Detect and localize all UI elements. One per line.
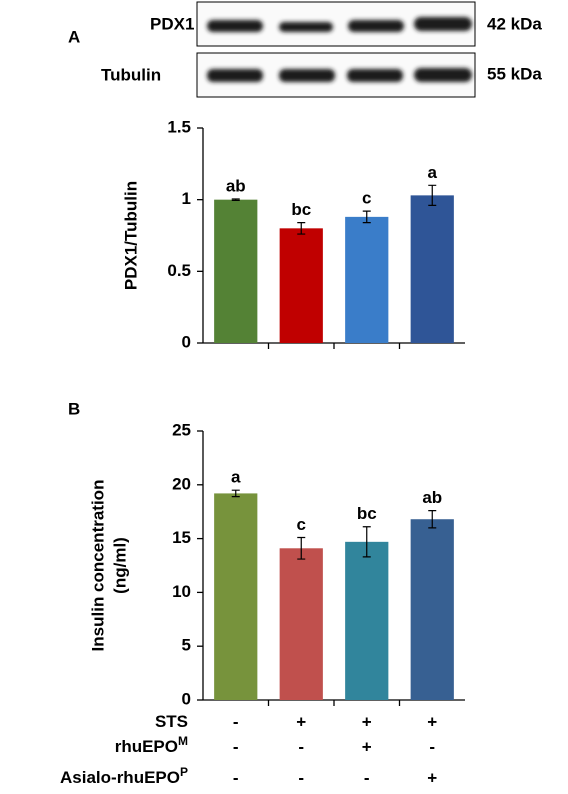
y-tick-label: 10 xyxy=(172,582,191,601)
y-tick-label: 1 xyxy=(182,189,191,208)
bar xyxy=(214,199,258,343)
blot-label: Tubulin xyxy=(101,65,161,84)
bar xyxy=(214,493,258,700)
significance-label: ab xyxy=(422,488,442,507)
condition-name: STS xyxy=(155,712,188,731)
bar xyxy=(279,548,323,700)
condition-mark: - xyxy=(298,768,304,787)
condition-mark: - xyxy=(233,737,239,756)
condition-label: STS xyxy=(155,712,188,731)
blot-size: 42 kDa xyxy=(487,14,542,33)
blot-size: 55 kDa xyxy=(487,64,542,83)
y-axis-label: PDX1/Tubulin xyxy=(121,181,140,290)
condition-mark: + xyxy=(362,712,372,731)
y-tick-label: 0.5 xyxy=(167,261,191,280)
significance-label: ab xyxy=(226,176,246,195)
y-tick-label: 5 xyxy=(182,636,191,655)
bar xyxy=(410,519,454,700)
condition-name: rhuEPO xyxy=(115,737,178,756)
condition-mark: + xyxy=(362,737,372,756)
condition-mark: - xyxy=(233,768,239,787)
condition-name: Asialo-rhuEPO xyxy=(60,768,180,787)
condition-mark: - xyxy=(364,768,370,787)
condition-mark: - xyxy=(298,737,304,756)
panel-label: B xyxy=(68,399,80,418)
bar xyxy=(279,228,323,343)
error-bar xyxy=(231,489,240,498)
condition-mark: + xyxy=(427,768,437,787)
blot-label: PDX1 xyxy=(150,14,194,33)
panel-label: A xyxy=(68,27,80,46)
y-tick-label: 0 xyxy=(182,689,191,708)
error-bar xyxy=(297,222,306,235)
y-axis-label: (ng/ml) xyxy=(110,537,129,594)
error-bar xyxy=(362,210,371,224)
y-tick-label: 25 xyxy=(172,420,191,439)
error-bar xyxy=(428,510,437,529)
y-tick-label: 1.5 xyxy=(167,117,191,136)
bar xyxy=(345,216,389,343)
bar xyxy=(410,195,454,343)
condition-superscript: M xyxy=(178,734,188,748)
error-bar xyxy=(428,184,437,206)
bar xyxy=(345,541,389,700)
error-bar xyxy=(362,526,371,558)
significance-label: a xyxy=(231,468,241,487)
condition-mark: + xyxy=(296,712,306,731)
condition-mark: - xyxy=(429,737,435,756)
blot-panel: PDX1 Tubulin 42 kDa 55 kDa xyxy=(101,1,542,98)
error-bar xyxy=(231,198,240,201)
condition-mark: + xyxy=(427,712,437,731)
significance-label: bc xyxy=(291,200,311,219)
condition-label: Asialo-rhuEPOP xyxy=(60,765,188,787)
y-axis-label: Insulin concentration xyxy=(88,480,107,652)
blot-bands xyxy=(207,17,472,82)
y-tick-label: 20 xyxy=(172,474,191,493)
significance-label: c xyxy=(297,515,306,534)
significance-label: bc xyxy=(357,504,377,523)
significance-label: a xyxy=(428,163,438,182)
condition-superscript: P xyxy=(180,765,188,779)
y-tick-label: 0 xyxy=(182,332,191,351)
y-tick-label: 15 xyxy=(172,528,191,547)
condition-mark: - xyxy=(233,712,239,731)
significance-label: c xyxy=(362,189,371,208)
condition-label: rhuEPOM xyxy=(115,734,188,756)
error-bar xyxy=(297,536,306,560)
